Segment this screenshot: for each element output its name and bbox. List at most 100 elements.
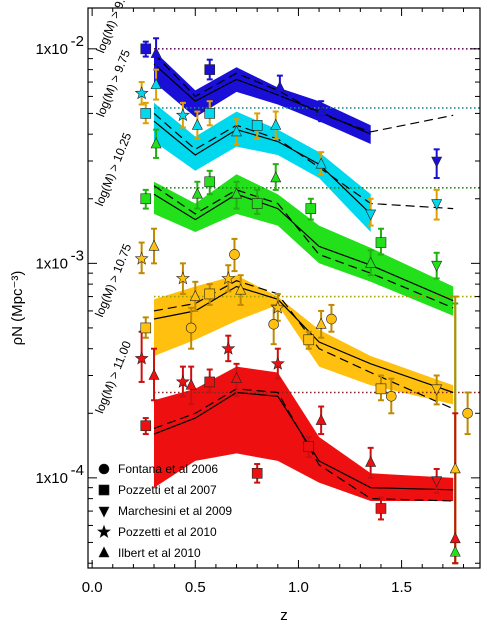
data-point (303, 334, 315, 346)
data-point (462, 407, 473, 419)
data-point (270, 118, 282, 130)
y-tick-label: 1x10 (35, 470, 68, 487)
data-point (191, 118, 203, 130)
data-point (150, 137, 162, 149)
legend-label: Pozzetti et al 2010 (118, 525, 217, 539)
plot-frame (87, 7, 481, 569)
band-label: log(M) > 11.00 (92, 339, 134, 416)
band-label: log(M) > 10.75 (92, 241, 134, 319)
band-0 (154, 50, 371, 145)
model-dashed-line-4 (153, 388, 454, 502)
data-point (191, 187, 203, 199)
data-point (231, 125, 243, 137)
legend-marker (98, 463, 110, 475)
legend-label: Ilbert et al 2010 (118, 546, 201, 560)
data-point (375, 503, 387, 514)
data-point (134, 86, 149, 100)
x-tick-label: 1.0 (288, 579, 309, 596)
band-2 (154, 174, 454, 316)
band-label: log(M) > 10.25 (92, 130, 134, 208)
data-point (140, 43, 152, 55)
model-dashed-line-2 (153, 185, 454, 309)
data-point (449, 545, 461, 557)
data-point (251, 120, 263, 131)
x-axis-title: z (280, 607, 288, 624)
y-tick-exponent: -2 (71, 33, 84, 50)
data-point (251, 468, 263, 479)
band-4 (154, 366, 454, 501)
data-point (268, 318, 279, 330)
y-tick-exponent: -4 (71, 462, 84, 479)
data-point (274, 80, 286, 92)
data-point (189, 289, 201, 301)
data-point (204, 108, 216, 119)
data-point (204, 64, 216, 75)
data-point (449, 532, 461, 544)
data-point (140, 193, 152, 205)
y-tick-label: 1x10 (35, 41, 68, 58)
legend-marker (98, 506, 110, 518)
data-point (204, 176, 216, 188)
legend-label: Pozzetti et al 2007 (118, 483, 217, 497)
data-point (315, 104, 327, 116)
x-tick-label: 0.5 (185, 579, 206, 596)
data-point (231, 187, 243, 199)
data-point (326, 313, 337, 325)
data-point (431, 476, 443, 488)
data-point (175, 271, 190, 285)
data-point (185, 322, 197, 334)
legend-marker (98, 484, 110, 496)
data-point (231, 371, 243, 383)
model-line-0 (153, 63, 371, 135)
data-point (221, 271, 236, 285)
data-point (303, 441, 315, 452)
data-point (229, 249, 240, 260)
data-point (270, 171, 282, 183)
data-point (150, 78, 162, 90)
data-point (148, 368, 160, 380)
band-1 (154, 102, 371, 232)
data-point (315, 157, 327, 169)
data-point (375, 383, 387, 395)
data-point (204, 376, 216, 388)
legend-marker (98, 546, 110, 558)
data-point (270, 300, 285, 314)
data-point (185, 378, 197, 390)
model-line-4 (153, 391, 454, 491)
model-bands (154, 50, 454, 501)
data-point (204, 288, 216, 300)
data-point (251, 198, 263, 209)
data-point (134, 251, 149, 265)
data-point (140, 420, 152, 432)
data-point (235, 283, 247, 295)
data-point (140, 108, 152, 119)
data-points (134, 43, 473, 557)
data-point (431, 156, 443, 168)
y-axis-title: ρN (Mpc⁻³) (9, 271, 26, 346)
data-point (431, 384, 443, 396)
x-tick-label: 1.5 (391, 579, 412, 596)
data-point (365, 455, 377, 467)
data-point (431, 260, 443, 272)
data-point (134, 351, 149, 365)
data-point (140, 322, 152, 334)
data-point (315, 317, 327, 329)
y-tick-exponent: -3 (71, 247, 84, 264)
data-point (175, 374, 190, 388)
data-point (150, 46, 162, 58)
data-point (385, 390, 397, 402)
data-point (315, 413, 327, 425)
data-point (270, 356, 285, 370)
data-point (365, 209, 377, 221)
legend-label: Fontana et al 2006 (118, 462, 218, 476)
data-point (221, 341, 236, 355)
y-tick-label: 1x10 (35, 255, 68, 272)
data-point (375, 237, 387, 248)
data-point (175, 107, 190, 122)
data-point (148, 239, 160, 251)
band-label: log(M) > 9.75 (93, 47, 133, 118)
data-point (449, 462, 461, 474)
